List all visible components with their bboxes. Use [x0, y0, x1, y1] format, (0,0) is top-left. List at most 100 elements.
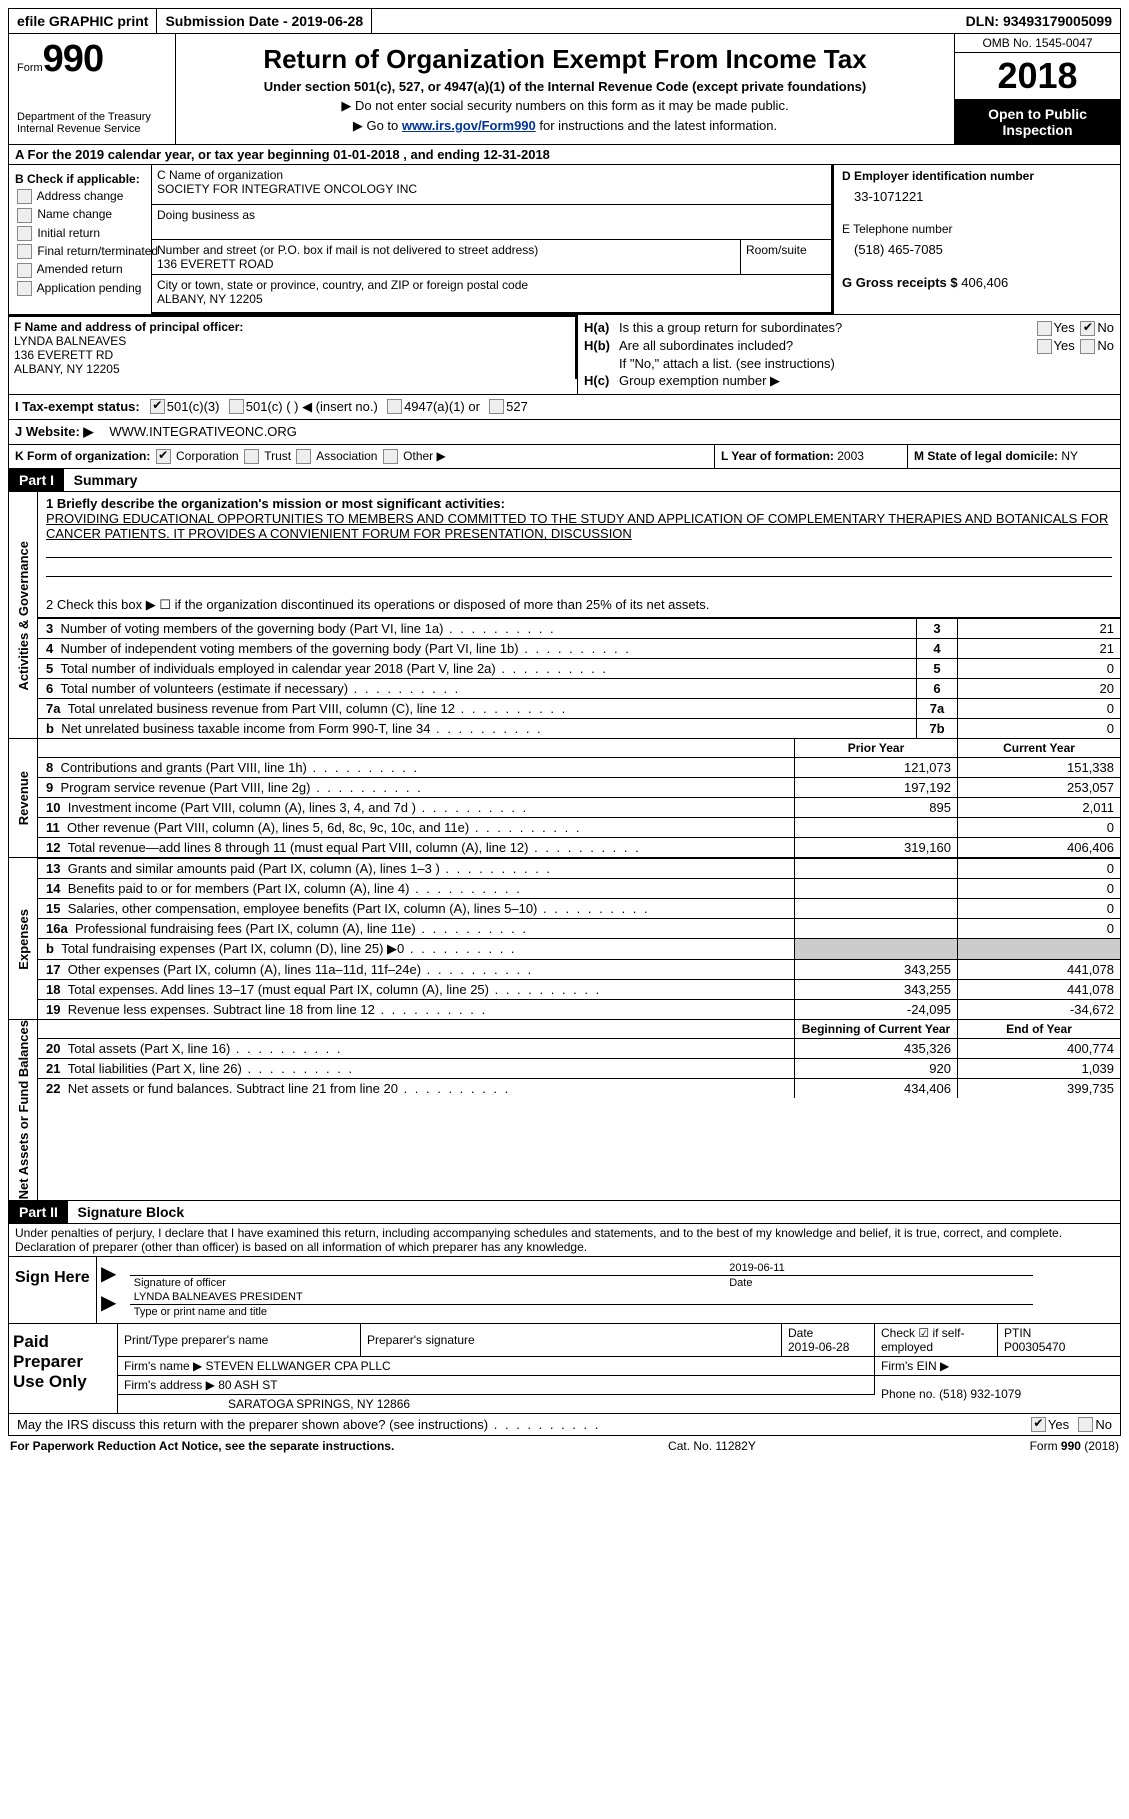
checkbox-ha-yes[interactable] [1037, 321, 1052, 336]
part1-header: Part I [9, 469, 64, 491]
checkbox-discuss-no[interactable] [1078, 1417, 1093, 1432]
form-title: Return of Organization Exempt From Incom… [182, 44, 948, 75]
footer-right: Form 990 (2018) [1030, 1439, 1119, 1453]
table-row: 11 Other revenue (Part VIII, column (A),… [38, 818, 1120, 838]
row-klm: K Form of organization: Corporation Trus… [8, 445, 1121, 469]
street-label: Number and street (or P.O. box if mail i… [157, 243, 735, 257]
submission-date: Submission Date - 2019-06-28 [157, 9, 372, 33]
table-row: 21 Total liabilities (Part X, line 26)92… [38, 1059, 1120, 1079]
vtab-net-assets: Net Assets or Fund Balances [16, 1020, 31, 1199]
room-label: Room/suite [746, 243, 826, 257]
phone-label: E Telephone number [842, 222, 1112, 236]
col-begin-year: Beginning of Current Year [795, 1020, 958, 1039]
sig-date-label: Date [725, 1276, 1033, 1290]
ein-label: D Employer identification number [842, 169, 1034, 183]
phone-value: (518) 465-7085 [854, 242, 1112, 257]
paid-preparer-label: Paid Preparer Use Only [9, 1324, 118, 1413]
table-row: 4 Number of independent voting members o… [38, 639, 1120, 659]
checkbox-amended[interactable] [17, 263, 32, 278]
checkbox-address-change[interactable] [17, 189, 32, 204]
checkbox-ha-no[interactable] [1080, 321, 1095, 336]
form-label: Form [17, 62, 43, 74]
checkbox-other[interactable] [383, 449, 398, 464]
ha-label: H(a) [584, 320, 619, 336]
table-row: 17 Other expenses (Part IX, column (A), … [38, 960, 1120, 980]
vtab-revenue: Revenue [16, 771, 31, 825]
dba-value [157, 222, 826, 236]
part2-header: Part II [9, 1201, 68, 1223]
year-formation: L Year of formation: 2003 [715, 445, 908, 468]
firm-ein-label: Firm's EIN ▶ [875, 1356, 1121, 1375]
checkbox-501c3[interactable] [150, 399, 165, 414]
signature-block: Under penalties of perjury, I declare th… [8, 1224, 1121, 1324]
checkbox-527[interactable] [489, 399, 504, 414]
vtab-expenses: Expenses [16, 909, 31, 970]
checkbox-501c[interactable] [229, 399, 244, 414]
footer-left: For Paperwork Reduction Act Notice, see … [10, 1439, 394, 1453]
sig-officer-label: Signature of officer [130, 1276, 726, 1290]
efile-label: efile GRAPHIC print [9, 9, 157, 33]
sign-here-label: Sign Here [9, 1257, 97, 1323]
dept-treasury: Department of the Treasury [17, 111, 167, 123]
checkbox-association[interactable] [296, 449, 311, 464]
sig-name-value: LYNDA BALNEAVES PRESIDENT [130, 1290, 1034, 1304]
checkbox-initial-return[interactable] [17, 226, 32, 241]
section-fh: F Name and address of principal officer:… [8, 315, 1121, 395]
instr-goto: ▶ Go to www.irs.gov/Form990 for instruct… [182, 118, 948, 134]
prep-check-label: Check ☑ if self-employed [875, 1324, 998, 1357]
org-name: SOCIETY FOR INTEGRATIVE ONCOLOGY INC [157, 182, 826, 196]
firm-name-label: Firm's name ▶ [124, 1359, 206, 1373]
checkbox-name-change[interactable] [17, 208, 32, 223]
governance-table: 3 Number of voting members of the govern… [38, 618, 1120, 738]
vtab-governance: Activities & Governance [16, 541, 31, 691]
table-row: b Total fundraising expenses (Part IX, c… [38, 939, 1120, 960]
ein-value: 33-1071221 [854, 189, 1112, 204]
prep-sig-label: Preparer's signature [361, 1324, 782, 1357]
section-b-checkboxes: B Check if applicable: Address change Na… [9, 165, 152, 314]
officer-name: LYNDA BALNEAVES [14, 334, 570, 348]
expenses-table: 13 Grants and similar amounts paid (Part… [38, 858, 1120, 1019]
table-row: 15 Salaries, other compensation, employe… [38, 899, 1120, 919]
part1-title: Summary [74, 472, 138, 488]
form-number: 990 [43, 38, 103, 80]
table-row: 12 Total revenue—add lines 8 through 11 … [38, 838, 1120, 858]
checkbox-corporation[interactable] [156, 449, 171, 464]
row-i-tax-exempt: I Tax-exempt status: 501(c)(3) 501(c) ( … [8, 395, 1121, 420]
table-row: 9 Program service revenue (Part VIII, li… [38, 778, 1120, 798]
prep-name-label: Print/Type preparer's name [118, 1324, 361, 1357]
checkbox-trust[interactable] [244, 449, 259, 464]
checkbox-discuss-yes[interactable] [1031, 1417, 1046, 1432]
form990-link[interactable]: www.irs.gov/Form990 [402, 118, 536, 133]
col-current-year: Current Year [958, 739, 1121, 758]
omb-number: OMB No. 1545-0047 [955, 34, 1120, 53]
form-subtitle: Under section 501(c), 527, or 4947(a)(1)… [182, 79, 948, 94]
tax-year: 2018 [955, 53, 1120, 100]
ha-text: Is this a group return for subordinates? [619, 320, 1035, 336]
street-value: 136 EVERETT ROAD [157, 257, 735, 271]
firm-phone-label: Phone no. [881, 1387, 939, 1401]
checkbox-4947[interactable] [387, 399, 402, 414]
revenue-section: Revenue Prior YearCurrent Year 8 Contrib… [8, 739, 1121, 858]
table-row: b Net unrelated business taxable income … [38, 719, 1120, 739]
paid-preparer-block: Paid Preparer Use Only Print/Type prepar… [8, 1324, 1121, 1414]
arrow-icon: ▶ [101, 1292, 116, 1314]
top-bar: efile GRAPHIC print Submission Date - 20… [8, 8, 1121, 34]
penalty-text: Under penalties of perjury, I declare th… [9, 1224, 1120, 1256]
ptin-label: PTIN [1004, 1326, 1031, 1340]
table-row: 16a Professional fundraising fees (Part … [38, 919, 1120, 939]
checkbox-hb-no[interactable] [1080, 339, 1095, 354]
net-assets-table: Beginning of Current YearEnd of Year 20 … [38, 1020, 1120, 1098]
checkbox-final-return[interactable] [17, 244, 32, 259]
sig-date-value: 2019-06-11 [725, 1261, 1033, 1275]
net-assets-section: Net Assets or Fund Balances Beginning of… [8, 1020, 1121, 1200]
table-row: 18 Total expenses. Add lines 13–17 (must… [38, 980, 1120, 1000]
col-end-year: End of Year [958, 1020, 1121, 1039]
form-header: Form990 Department of the Treasury Inter… [8, 34, 1121, 145]
firm-addr-label: Firm's address ▶ [124, 1378, 218, 1392]
checkbox-hb-yes[interactable] [1037, 339, 1052, 354]
checkbox-application-pending[interactable] [17, 281, 32, 296]
officer-addr2: ALBANY, NY 12205 [14, 362, 570, 376]
row-k-label: K Form of organization: [15, 449, 150, 463]
table-row: 3 Number of voting members of the govern… [38, 619, 1120, 639]
table-row: 5 Total number of individuals employed i… [38, 659, 1120, 679]
